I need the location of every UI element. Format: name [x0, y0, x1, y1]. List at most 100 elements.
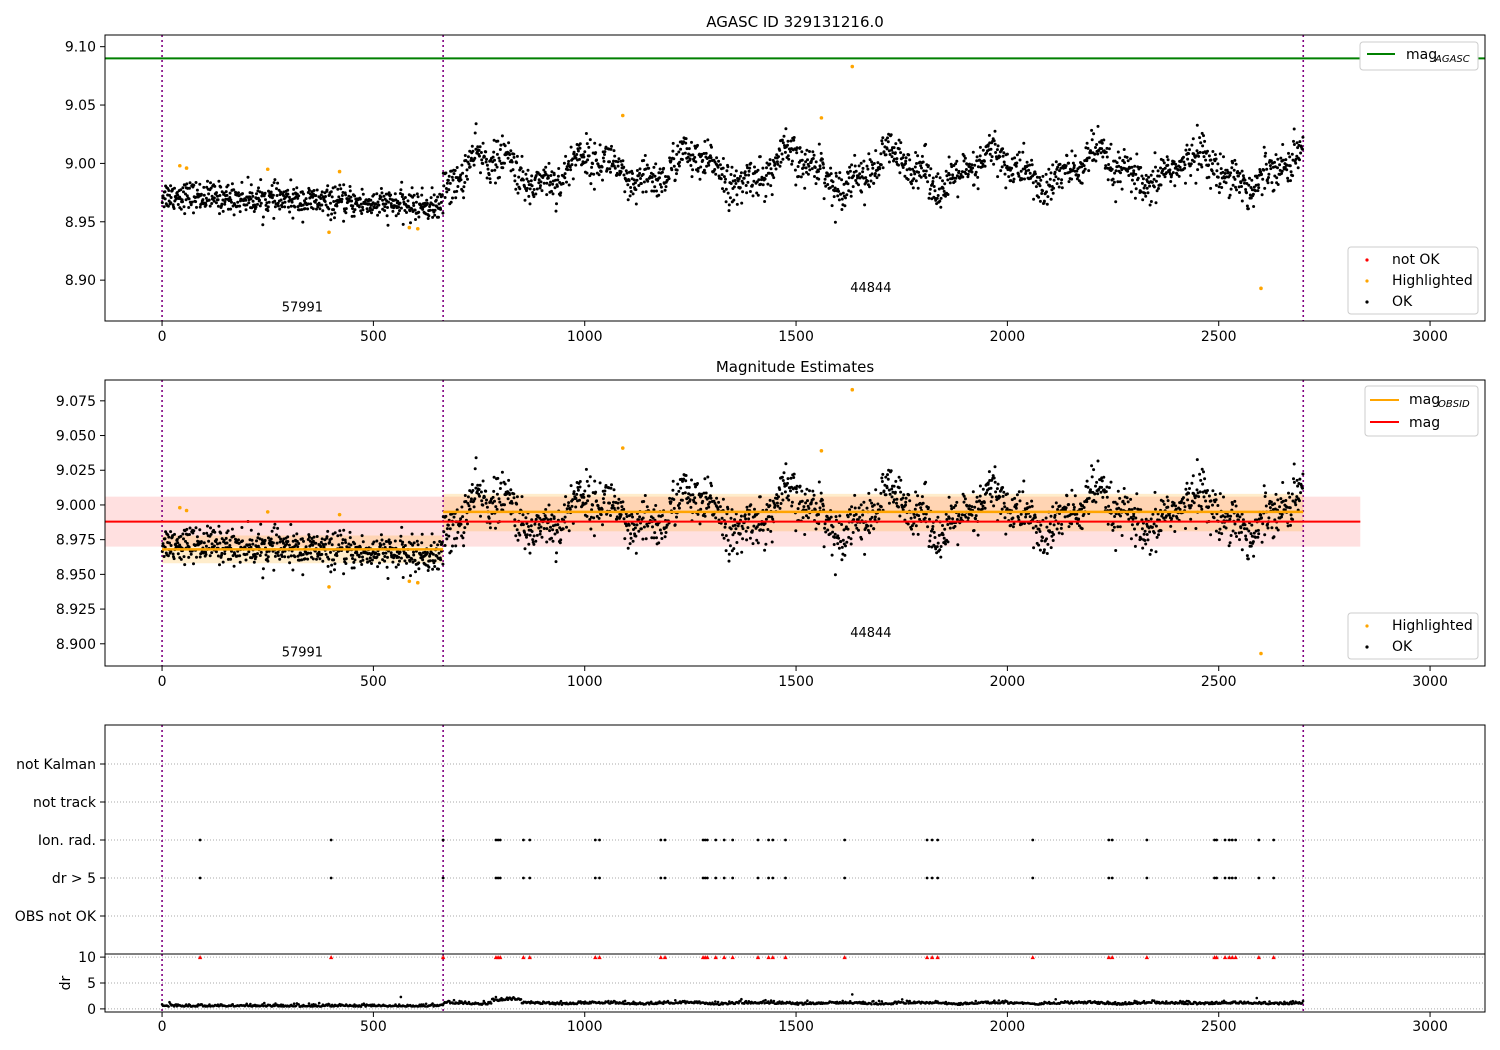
ok-point	[1087, 169, 1091, 173]
ok-point	[497, 156, 501, 160]
ok-point	[749, 503, 753, 507]
ok-point	[289, 523, 293, 526]
y-tick-label: 8.975	[56, 533, 96, 549]
ok-point	[800, 499, 804, 503]
ok-point	[160, 201, 164, 205]
ok-point	[1134, 516, 1138, 520]
ok-point	[1209, 533, 1213, 537]
ok-point	[641, 172, 645, 176]
ok-point	[381, 198, 384, 202]
ok-point	[1211, 150, 1215, 153]
ok-point	[301, 203, 305, 207]
ok-point	[987, 133, 991, 137]
ok-point	[1048, 177, 1052, 181]
ok-point	[512, 496, 516, 500]
flag-ion-rad-point	[329, 838, 333, 842]
ok-point	[389, 541, 393, 544]
ok-point	[682, 477, 686, 481]
ok-point	[232, 213, 236, 217]
ok-point	[884, 493, 888, 497]
ok-point	[376, 213, 380, 217]
ok-point	[392, 556, 396, 560]
ok-point	[1053, 170, 1057, 174]
flag-ion-rad-point	[714, 838, 718, 842]
x-tick-label: 2500	[1201, 674, 1237, 690]
ok-point	[411, 543, 415, 547]
ok-point	[1005, 164, 1009, 168]
ok-point	[833, 535, 837, 539]
ok-point	[481, 479, 485, 483]
ok-point	[638, 167, 642, 171]
ok-point	[1192, 160, 1196, 164]
ok-point	[1093, 492, 1097, 496]
ok-point	[1002, 501, 1006, 505]
ok-point	[485, 163, 489, 167]
ok-point	[212, 199, 216, 203]
ok-point	[1051, 539, 1055, 542]
ok-point	[216, 542, 219, 546]
ok-point	[224, 536, 228, 540]
ok-point	[972, 529, 976, 532]
ok-point	[525, 522, 529, 525]
ok-point	[557, 167, 561, 170]
ok-point	[610, 483, 613, 487]
ok-point	[1157, 174, 1161, 178]
ok-point	[627, 179, 631, 182]
ok-point	[1019, 169, 1023, 173]
ok-point	[1228, 173, 1232, 177]
ok-point	[459, 517, 463, 521]
ok-point	[812, 153, 816, 157]
ok-point	[794, 529, 798, 533]
ok-point	[379, 195, 383, 199]
ok-point	[204, 196, 208, 200]
ok-point	[491, 155, 495, 159]
ok-point	[289, 178, 293, 182]
ok-point	[617, 497, 621, 501]
ok-point	[255, 539, 258, 543]
ok-point	[887, 501, 891, 505]
ok-point	[380, 538, 384, 542]
ok-point	[863, 552, 867, 556]
ok-point	[383, 209, 387, 213]
ok-point	[1210, 169, 1214, 173]
ok-point	[1001, 154, 1005, 158]
ok-point	[530, 518, 534, 522]
ok-point	[804, 166, 808, 170]
legend-status: not OK Highlighted OK	[1347, 246, 1479, 315]
ok-point	[1135, 492, 1139, 496]
ok-point	[495, 492, 499, 496]
ok-point	[781, 157, 785, 161]
ok-point	[272, 181, 276, 185]
ok-point	[1112, 180, 1116, 184]
ok-point	[1017, 150, 1021, 154]
ok-point	[198, 182, 202, 186]
ok-point	[807, 164, 811, 168]
ok-point	[1199, 141, 1203, 145]
ok-point	[301, 573, 305, 577]
ok-point	[1022, 479, 1026, 483]
ok-point	[717, 159, 721, 163]
ok-point	[312, 189, 316, 192]
ok-point	[989, 147, 993, 151]
ok-point	[1060, 522, 1064, 526]
ok-point	[531, 538, 535, 542]
ok-point	[672, 164, 676, 168]
ok-point	[685, 147, 689, 151]
ok-point	[478, 494, 481, 498]
ok-point	[195, 188, 199, 192]
ok-point	[603, 489, 607, 493]
ok-point	[1139, 166, 1143, 169]
ok-point	[629, 186, 633, 189]
ok-point	[1100, 479, 1104, 483]
ok-point	[700, 492, 704, 496]
ok-point	[675, 168, 679, 172]
ok-point	[1209, 186, 1213, 190]
ok-point	[623, 537, 627, 541]
ok-point	[625, 515, 629, 518]
ok-point	[237, 194, 241, 197]
ok-point	[753, 507, 756, 511]
ok-point	[273, 205, 277, 209]
ok-point	[1244, 534, 1248, 538]
ok-point	[603, 492, 606, 496]
ok-point	[547, 161, 551, 165]
